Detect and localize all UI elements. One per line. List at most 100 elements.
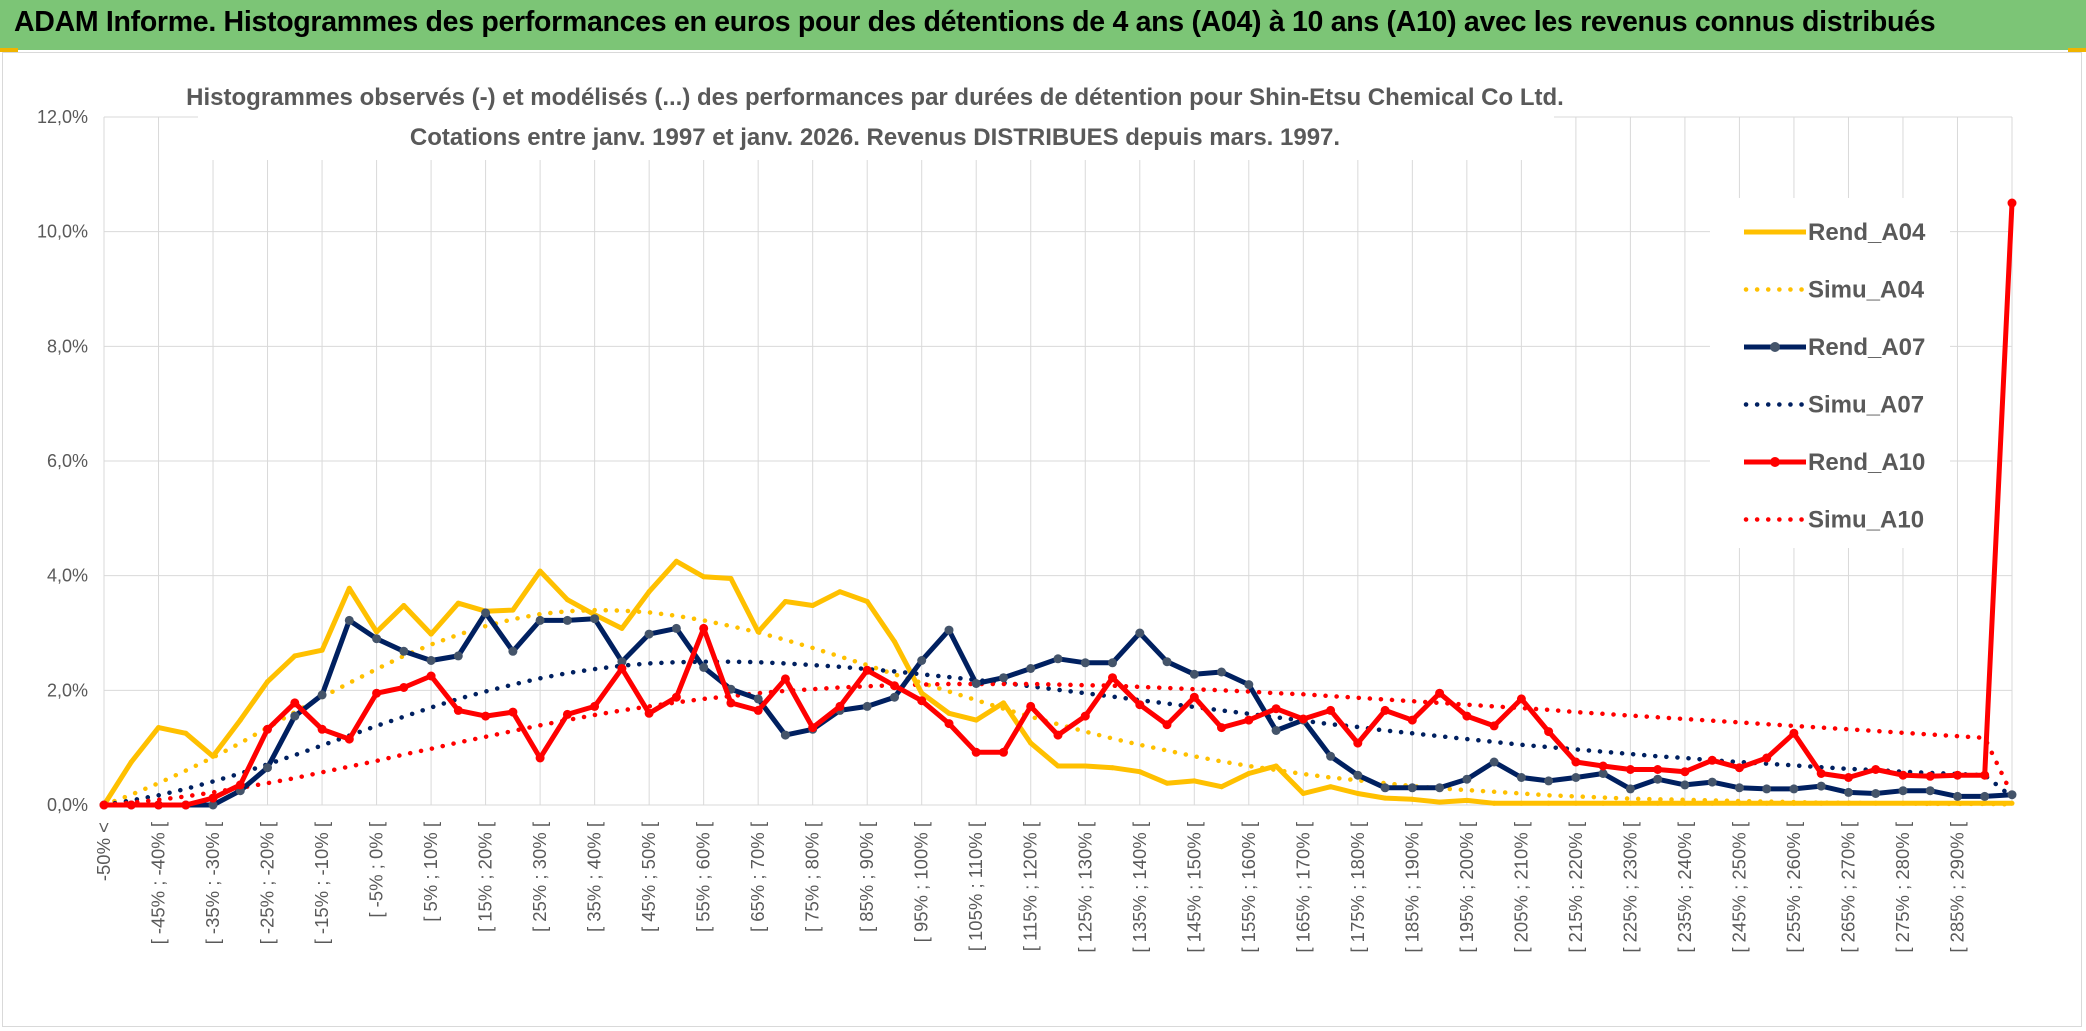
data-point xyxy=(1571,757,1581,767)
title-box xyxy=(198,78,1554,160)
data-point xyxy=(1953,791,1962,801)
data-point xyxy=(1189,692,1199,702)
data-point xyxy=(646,589,652,595)
data-point xyxy=(699,662,709,672)
data-point xyxy=(780,730,790,740)
data-point xyxy=(1464,797,1470,803)
data-point xyxy=(1409,796,1415,802)
x-tick-label: [ 245% ; 250% [ xyxy=(1728,822,1749,953)
data-point xyxy=(673,558,679,564)
data-point xyxy=(782,599,788,604)
data-point xyxy=(1653,765,1663,774)
data-point xyxy=(1407,783,1417,793)
data-point xyxy=(399,683,409,692)
series-rend-a10 xyxy=(99,198,2017,810)
data-point xyxy=(1328,784,1334,790)
data-point xyxy=(1108,673,1117,683)
y-tick-label: 0,0% xyxy=(47,795,88,815)
data-point xyxy=(1001,700,1006,706)
series-line xyxy=(101,607,2015,808)
x-tick-label: [ -25% ; -20% [ xyxy=(257,822,278,944)
data-point xyxy=(1298,714,1308,724)
data-point xyxy=(535,615,545,625)
legend-label: Rend_A07 xyxy=(1808,334,1925,361)
data-point xyxy=(1217,723,1226,733)
legend-item-rend-a10: Rend_A10 xyxy=(1744,449,1925,476)
data-point xyxy=(1707,777,1717,787)
data-point xyxy=(1491,800,1497,806)
data-point xyxy=(453,705,463,715)
data-point xyxy=(1953,770,1962,780)
data-point xyxy=(1955,800,1960,806)
data-point xyxy=(1355,791,1361,796)
data-point xyxy=(617,657,627,667)
data-point xyxy=(210,753,216,759)
data-point xyxy=(590,701,600,711)
data-point xyxy=(728,576,734,581)
x-tick-label: [ 255% ; 260% [ xyxy=(1783,822,1804,953)
series-rend-a07 xyxy=(99,608,2017,810)
x-tick-label: [ 135% ; 140% [ xyxy=(1129,822,1150,953)
data-point xyxy=(644,708,654,718)
data-point xyxy=(317,724,327,734)
data-point xyxy=(99,800,109,810)
data-point xyxy=(1544,727,1554,737)
data-point xyxy=(263,763,272,773)
legend-marker xyxy=(1770,457,1780,467)
data-point xyxy=(780,674,790,684)
data-point xyxy=(944,625,954,635)
x-tick-label: [ 165% ; 170% [ xyxy=(1292,822,1313,953)
data-point xyxy=(1818,800,1824,806)
corner-accent-right xyxy=(2068,48,2086,52)
data-point xyxy=(1462,774,1472,784)
x-tick-label: [ -5% ; 0% [ xyxy=(366,822,387,918)
data-point xyxy=(837,589,843,595)
data-point xyxy=(2007,790,2017,800)
data-point xyxy=(2007,198,2017,208)
series-simu-a04 xyxy=(101,607,2015,808)
data-point xyxy=(290,698,300,708)
data-point xyxy=(2009,800,2015,806)
data-point xyxy=(564,597,570,603)
data-point xyxy=(1244,715,1254,725)
series-line xyxy=(101,659,2015,808)
x-tick-label: [ 95% ; 100% [ xyxy=(911,822,932,942)
data-point xyxy=(292,653,298,659)
x-tick-label: [ 115% ; 120% [ xyxy=(1020,822,1041,951)
data-point xyxy=(808,723,818,733)
data-point xyxy=(1189,669,1199,679)
y-tick-label: 10,0% xyxy=(37,222,88,242)
data-point xyxy=(699,623,709,633)
data-point xyxy=(1546,800,1552,806)
data-point xyxy=(1382,795,1388,801)
data-point xyxy=(1789,784,1799,794)
data-point xyxy=(1244,680,1254,690)
data-point xyxy=(1462,711,1472,721)
chart-subtitle: Cotations entre janv. 1997 et janv. 2026… xyxy=(410,124,1340,151)
data-point xyxy=(590,614,600,624)
data-point xyxy=(562,709,572,719)
data-point xyxy=(1598,769,1608,778)
data-point xyxy=(999,747,1008,757)
data-point xyxy=(726,698,736,708)
data-point xyxy=(510,607,516,613)
data-point xyxy=(1655,800,1661,806)
data-point xyxy=(1680,767,1690,777)
data-point xyxy=(1736,800,1742,806)
data-point xyxy=(1925,771,1935,781)
data-point xyxy=(1871,789,1881,798)
data-point xyxy=(181,800,191,810)
data-point xyxy=(237,717,243,723)
data-point xyxy=(128,759,134,765)
data-point xyxy=(1518,800,1524,806)
x-tick-label: [ 25% ; 30% [ xyxy=(529,822,550,932)
data-point xyxy=(1300,791,1306,796)
x-tick-label: [ 35% ; 40% [ xyxy=(584,822,605,932)
data-point xyxy=(1437,799,1443,805)
data-point xyxy=(1625,765,1635,774)
data-point xyxy=(1544,776,1554,786)
data-point xyxy=(1516,773,1526,782)
legend-box xyxy=(1710,198,1950,548)
data-point xyxy=(890,681,899,691)
data-point xyxy=(401,603,407,608)
